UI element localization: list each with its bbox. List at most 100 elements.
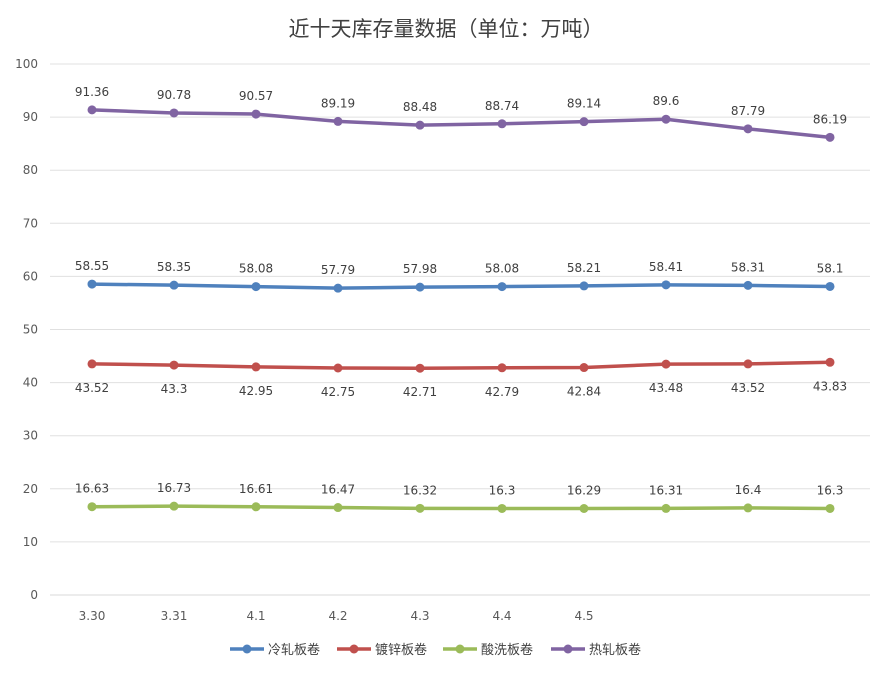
x-tick-label: 4.3: [410, 609, 429, 623]
data-point: [251, 282, 261, 292]
x-tick-label: 4.5: [574, 609, 593, 623]
legend-item: 热轧板卷: [551, 642, 641, 658]
data-label: 43.52: [75, 381, 109, 395]
y-axis-ticks: 0 10 20 30 40 50 60 70 80 90 100: [15, 57, 38, 602]
data-label: 43.52: [731, 381, 765, 395]
data-point: [333, 283, 343, 293]
y-tick-label: 20: [23, 482, 38, 496]
data-label: 16.61: [239, 482, 273, 496]
data-point: [333, 363, 343, 373]
x-tick-label: 3.30: [79, 609, 106, 623]
data-label: 58.41: [649, 260, 683, 274]
y-tick-label: 40: [23, 376, 38, 390]
gridlines: [50, 63, 870, 596]
legend-item: 镀锌板卷: [337, 642, 427, 658]
data-label: 16.63: [75, 482, 109, 496]
data-point: [579, 117, 589, 127]
legend-label: 热轧板卷: [589, 642, 641, 658]
data-point: [743, 124, 753, 134]
data-label: 16.31: [649, 483, 683, 497]
data-label: 90.57: [239, 89, 273, 103]
data-labels: 58.55 58.35 58.08 57.79 57.98 58.08 58.21 58.41…: [75, 85, 847, 498]
series-lines: [87, 105, 835, 514]
data-point: [743, 359, 753, 369]
data-point: [415, 120, 425, 130]
data-point: [415, 503, 425, 513]
data-point: [415, 282, 425, 292]
data-point: [825, 132, 835, 142]
legend-marker: [349, 644, 359, 654]
data-point: [415, 363, 425, 373]
data-point: [579, 363, 589, 373]
legend-marker: [242, 644, 252, 654]
x-tick-label: 4.1: [246, 609, 265, 623]
y-tick-label: 70: [23, 216, 38, 230]
data-point: [497, 363, 507, 373]
data-point: [87, 359, 97, 369]
data-point: [497, 503, 507, 513]
series-line: [90, 282, 832, 290]
data-point: [251, 109, 261, 119]
data-point: [169, 280, 179, 290]
legend-label: 镀锌板卷: [375, 642, 427, 658]
data-label: 57.98: [403, 262, 437, 276]
data-point: [825, 281, 835, 291]
data-label: 89.19: [321, 96, 355, 110]
data-label: 88.74: [485, 99, 519, 113]
series-1: [87, 357, 835, 373]
data-point: [251, 502, 261, 512]
data-point: [251, 362, 261, 372]
x-tick-label: 4.4: [492, 609, 511, 623]
data-label: 16.32: [403, 483, 437, 497]
data-label: 16.3: [817, 483, 844, 497]
data-label: 43.83: [813, 379, 847, 393]
legend-marker: [455, 644, 465, 654]
data-label: 58.21: [567, 261, 601, 275]
series-line: [90, 108, 832, 140]
data-label: 42.79: [485, 385, 519, 399]
y-tick-label: 30: [23, 429, 38, 443]
series-2: [87, 501, 835, 514]
data-label: 16.3: [489, 483, 516, 497]
y-tick-label: 90: [23, 110, 38, 124]
y-tick-label: 100: [15, 57, 38, 71]
data-point: [169, 108, 179, 118]
data-label: 89.14: [567, 97, 601, 111]
data-point: [87, 502, 97, 512]
data-label: 58.08: [485, 262, 519, 276]
data-point: [743, 280, 753, 290]
data-point: [825, 357, 835, 367]
data-label: 58.31: [731, 260, 765, 274]
data-point: [661, 280, 671, 290]
y-tick-label: 0: [30, 588, 38, 602]
data-label: 42.84: [567, 385, 601, 399]
data-label: 90.78: [157, 88, 191, 102]
data-point: [661, 503, 671, 513]
data-label: 16.47: [321, 483, 355, 497]
data-point: [169, 360, 179, 370]
data-point: [87, 279, 97, 289]
data-label: 43.3: [161, 382, 188, 396]
data-label: 16.73: [157, 481, 191, 495]
data-label: 89.6: [653, 94, 680, 108]
data-label: 58.1: [817, 261, 844, 275]
legend: 冷轧板卷 镀锌板卷 酸洗板卷 热轧板卷: [230, 642, 641, 658]
data-label: 58.08: [239, 262, 273, 276]
data-point: [579, 281, 589, 291]
data-label: 42.95: [239, 384, 273, 398]
data-label: 58.55: [75, 259, 109, 273]
chart-title: 近十天库存量数据（单位：万吨）: [289, 17, 604, 41]
y-tick-label: 60: [23, 269, 38, 283]
legend-marker: [563, 644, 573, 654]
data-label: 43.48: [649, 381, 683, 395]
data-label: 86.19: [813, 112, 847, 126]
data-point: [743, 503, 753, 513]
data-label: 42.75: [321, 385, 355, 399]
y-tick-label: 80: [23, 163, 38, 177]
data-label: 57.79: [321, 263, 355, 277]
data-label: 88.48: [403, 100, 437, 114]
legend-item: 酸洗板卷: [443, 642, 533, 658]
y-tick-label: 10: [23, 535, 38, 549]
